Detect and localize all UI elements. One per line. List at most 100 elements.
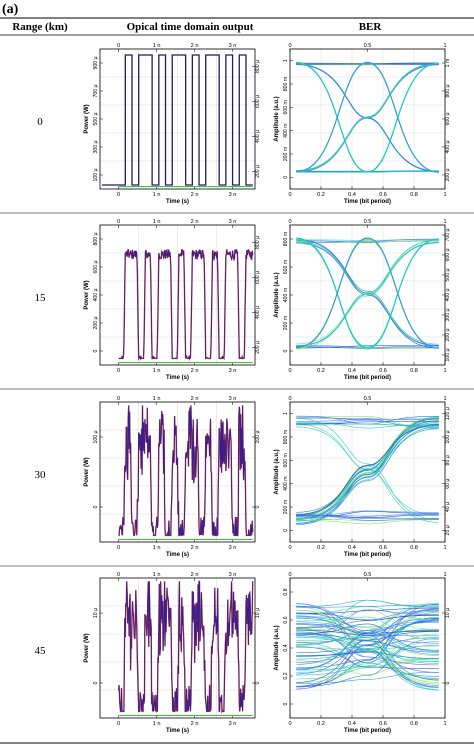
y-right-tick-label: 1 m <box>445 59 451 68</box>
y-tick-label: 0.4 <box>283 644 289 651</box>
x-top-tick-label: 1 n <box>153 43 161 49</box>
eye-trace <box>296 658 439 676</box>
y-right-tick-label: 300 μ <box>445 308 451 321</box>
eye-trace <box>296 629 439 641</box>
eye-trace <box>296 644 439 671</box>
result-row-0: 0 100 μ 300 μ 500 μ 700 μ 900 μ 200 μ 400 μ 600 … <box>0 43 474 214</box>
y-tick-label: 0.2 <box>283 672 289 679</box>
x-top-tick-label: 0 <box>117 43 120 49</box>
x-tick-label: 0.6 <box>379 192 387 198</box>
eye-trace <box>296 239 439 244</box>
result-row-30: 30 0 100 μ 0 100 μ 0 1 n 2 n 3 n 0 1 n 2 n 3 n Time (… <box>0 396 474 567</box>
eye-trace <box>296 599 439 630</box>
y-tick-label: 400 m <box>283 476 289 490</box>
x-top-tick-label: 0.5 <box>364 572 372 578</box>
header-range: Range (km) <box>12 21 68 33</box>
x-top-tick-label: 3 n <box>229 43 237 49</box>
x-tick-label: 3 n <box>229 368 237 374</box>
y-tick-label: 0 <box>283 529 289 532</box>
y-tick-label: 0 <box>283 702 289 705</box>
panel-label: (a) <box>2 2 19 17</box>
eye-trace <box>296 603 439 688</box>
x-tick-label: 0.8 <box>410 192 418 198</box>
x-tick-label: 0 <box>288 368 291 374</box>
x-tick-label: 0.4 <box>348 545 356 551</box>
y-right-tick-label: 600 μ <box>445 112 451 125</box>
result-row-45: 45 0 10 μ 0 10 μ 0 1 n 2 n 3 n 0 1 n 2 n 3 n Time (s)… <box>35 572 452 734</box>
eye-trace <box>296 516 439 521</box>
y-tick-label: 800 m <box>283 77 289 91</box>
eye-trace <box>296 604 439 608</box>
eye-y-axis-label: Amplitude (a.u.) <box>274 449 280 494</box>
eye-diagram: 0 200 m 400 m 600 m 800 m 1 200 μ 400 μ 600 μ 800… <box>274 43 451 205</box>
x-tick-label: 1 n <box>153 721 161 727</box>
x-top-tick-label: 0 <box>117 396 120 402</box>
eye-trace <box>296 238 439 243</box>
x-tick-label: 0.8 <box>410 545 418 551</box>
y-right-tick-label: 120 μ <box>445 407 451 420</box>
eye-trace <box>296 424 439 517</box>
y-tick-label: 0 <box>93 681 99 684</box>
y-right-tick-label: 0 <box>255 505 261 508</box>
y-right-tick-label: 0 <box>445 681 451 684</box>
y-tick-label: 700 μ <box>93 84 99 97</box>
y-tick-label: 800 μ <box>93 232 99 245</box>
x-tick-label: 0.6 <box>379 721 387 727</box>
y-tick-label: 600 μ <box>93 260 99 273</box>
x-top-tick-label: 2 n <box>191 396 199 402</box>
optical-y-axis-label: Power (W) <box>84 633 90 662</box>
x-top-tick-label: 0 <box>288 572 291 578</box>
x-tick-label: 2 n <box>191 721 199 727</box>
x-top-tick-label: 1 <box>443 572 446 578</box>
y-right-tick-label: 80 μ <box>445 455 451 465</box>
y-right-tick-label: 500 μ <box>445 268 451 281</box>
optical-plot: 0 100 μ 0 100 μ 0 1 n 2 n 3 n 0 1 n 2 n 3 n Time (s)… <box>84 396 261 558</box>
eye-trace <box>296 613 439 655</box>
x-tick-label: 1 <box>443 192 446 198</box>
y-tick-label: 0.8 <box>283 588 289 595</box>
eye-trace <box>296 616 439 652</box>
x-tick-label: 1 <box>443 368 446 374</box>
x-tick-label: 0 <box>288 192 291 198</box>
result-row-15: 15 0 200 μ 400 μ 600 μ 800 μ 200 μ 400 μ 600 μ 80… <box>0 219 474 390</box>
y-right-tick-label: 20 μ <box>445 525 451 535</box>
eye-trace <box>296 631 439 666</box>
eye-trace <box>296 241 439 346</box>
y-tick-label: 0 <box>283 349 289 352</box>
y-right-tick-label: 400 μ <box>255 130 261 143</box>
optical-plot: 0 10 μ 0 10 μ 0 1 n 2 n 3 n 0 1 n 2 n 3 n Time (s) Po… <box>84 572 261 734</box>
eye-x-axis-label: Time (bit period) <box>344 199 391 205</box>
eye-trace <box>296 239 439 349</box>
eye-y-axis-label: Amplitude (a.u.) <box>274 96 280 141</box>
y-right-tick-label: 200 μ <box>255 341 261 354</box>
y-tick-label: 0 <box>283 176 289 179</box>
eye-x-axis-label: Time (bit period) <box>344 375 391 381</box>
y-tick-label: 200 μ <box>93 316 99 329</box>
x-tick-label: 0.8 <box>410 721 418 727</box>
x-tick-label: 1 n <box>153 545 161 551</box>
eye-trace <box>296 647 439 662</box>
x-tick-label: 0.4 <box>348 368 356 374</box>
optical-y-axis-label: Power (W) <box>84 457 90 486</box>
eye-trace <box>296 609 439 683</box>
x-tick-label: 0 <box>117 368 120 374</box>
y-tick-label: 900 μ <box>93 56 99 69</box>
eye-trace <box>296 513 439 517</box>
y-tick-label: 200 m <box>283 316 289 330</box>
eye-y-axis-label: Amplitude (a.u.) <box>274 272 280 317</box>
eye-trace <box>296 519 439 525</box>
y-tick-label: 0 <box>93 349 99 352</box>
x-tick-label: 3 n <box>229 721 237 727</box>
eye-trace <box>296 240 439 347</box>
y-tick-label: 300 μ <box>93 140 99 153</box>
y-tick-label: 1 <box>283 412 289 415</box>
y-tick-label: 400 m <box>283 288 289 302</box>
x-tick-label: 0 <box>288 721 291 727</box>
x-tick-label: 3 n <box>229 545 237 551</box>
x-tick-label: 3 n <box>229 192 237 198</box>
eye-trace <box>296 345 439 349</box>
signal-trace <box>102 54 253 186</box>
x-tick-label: 0 <box>117 545 120 551</box>
eye-trace <box>296 514 439 521</box>
